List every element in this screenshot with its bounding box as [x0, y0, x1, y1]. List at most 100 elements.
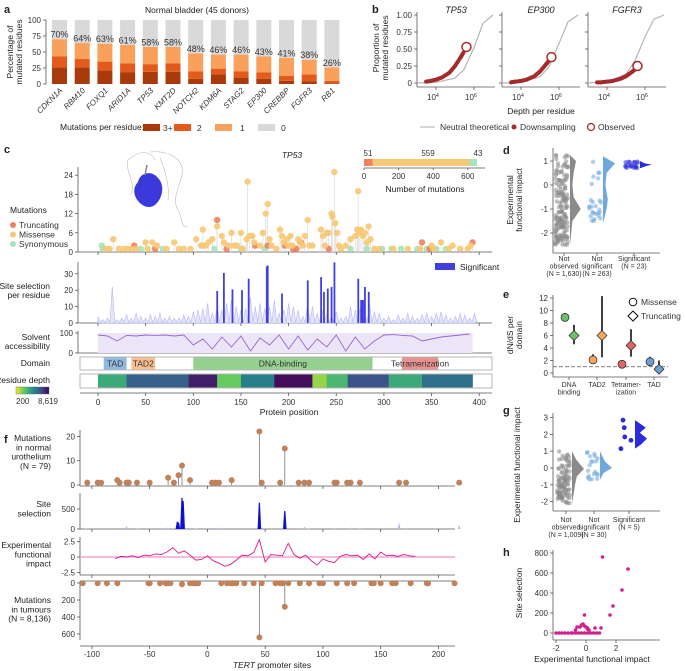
y-tick-label: 12	[539, 294, 548, 303]
data-point	[559, 495, 564, 500]
mutation-point	[264, 200, 271, 208]
selection-background-peak	[457, 525, 461, 529]
mutation-point	[325, 229, 332, 236]
significant-site-bar	[216, 291, 219, 323]
y-tick-label: 20	[64, 286, 73, 295]
mutation-count-segment	[372, 159, 470, 166]
scatter-point	[554, 631, 558, 635]
legend-label: Neutral theoretical	[440, 122, 509, 132]
mutation-point	[418, 239, 426, 246]
mutation-point	[132, 245, 140, 252]
bar-segment-3+	[97, 70, 113, 84]
significant-site-bar	[265, 266, 268, 323]
data-point	[628, 437, 634, 443]
bar-segment-0	[52, 20, 67, 40]
y-tick-label: 12	[64, 210, 73, 219]
panel-e-ylabel-1: dN/dS per	[505, 316, 515, 354]
site-selection-label-1: Site selection	[0, 281, 50, 291]
x-tick-label: 104	[427, 93, 439, 102]
selection-background-peak	[404, 527, 408, 529]
residue-depth-segment	[388, 374, 423, 388]
data-point	[556, 190, 562, 195]
scatter-point	[599, 626, 603, 630]
scatter-point	[566, 631, 570, 635]
mutation-point	[218, 232, 226, 240]
data-point	[564, 216, 569, 221]
legend-observed-marker	[586, 122, 596, 132]
x-tick-label: 106	[550, 93, 562, 102]
normal-mutation-point	[178, 462, 185, 469]
category-label: ization	[616, 390, 636, 397]
legend-downsampling-marker	[511, 124, 517, 130]
legend-marker-synonymous	[10, 241, 16, 247]
data-point	[563, 500, 569, 505]
y-tick-label: 0	[69, 349, 74, 358]
scatter-point	[582, 631, 587, 635]
normal-mutation-point	[133, 479, 140, 486]
x-tick-label: 150	[374, 650, 388, 659]
x-tick-label: 350	[425, 398, 439, 407]
colorbar-min-label: 200	[16, 397, 30, 406]
y-tick-label: 0.50	[396, 45, 412, 54]
colorbar-max-label: 8,619	[38, 397, 59, 406]
bar-segment-3+	[256, 78, 272, 84]
mutation-point	[175, 245, 183, 252]
normal-mutation-point	[175, 472, 182, 479]
bar-segment-3+	[165, 71, 181, 84]
y-tick-label: 24	[64, 171, 73, 180]
data-point	[622, 434, 628, 440]
scatter-point	[588, 631, 593, 635]
mutation-point	[367, 236, 374, 243]
category-label: TAD2	[588, 382, 605, 389]
y-tick-label: 0	[544, 464, 549, 473]
bar-segment-2	[279, 75, 294, 81]
bar-segment-3+	[233, 77, 249, 84]
mutation-count-label: 51	[364, 149, 373, 158]
category-label: RBM10	[62, 86, 88, 112]
panel-label-b: b	[372, 4, 379, 16]
data-point	[587, 454, 593, 459]
data-point	[618, 446, 624, 452]
bar-segment-1	[97, 43, 113, 62]
bar-segment-1	[52, 39, 67, 57]
tumour-mutation-point	[285, 580, 292, 587]
bar-segment-0	[324, 20, 340, 68]
residue-depth-segment	[98, 374, 127, 388]
track-label: (N = 8,136)	[8, 614, 51, 624]
mutation-point	[331, 168, 338, 176]
legend-swatch-1	[215, 124, 232, 131]
normal-mutation-point	[215, 479, 222, 486]
x-tick-label: 400	[473, 398, 487, 407]
bar-segment-3+	[142, 71, 158, 84]
normal-mutation-point	[295, 479, 302, 486]
data-point	[596, 213, 601, 218]
tumour-mutation-point	[351, 580, 358, 587]
track-label: Experimental	[1, 540, 51, 550]
significant-legend-label: Significant	[460, 262, 500, 272]
data-point	[557, 184, 562, 190]
legend-label: 0	[281, 123, 286, 133]
data-point	[562, 186, 568, 191]
tumour-mutation-point	[279, 580, 286, 587]
normal-mutation-point	[277, 479, 284, 486]
data-point	[560, 207, 565, 212]
truncating-marker	[568, 330, 580, 341]
half-violin	[572, 451, 584, 504]
category-label: FGFR3	[289, 86, 314, 111]
y-tick-label: 0	[37, 80, 42, 89]
bar-segment-1	[233, 54, 249, 72]
data-point	[564, 463, 570, 468]
normal-mutation-point	[187, 477, 194, 484]
domain-label-dna-binding: DNA-binding	[259, 359, 307, 369]
subplot-title: TP53	[445, 5, 467, 15]
neutral-theoretical-line	[416, 14, 494, 84]
scatter-point	[573, 628, 578, 632]
legend-marker-truncating	[10, 222, 16, 228]
tumour-mutation-point	[344, 580, 351, 587]
mutation-point	[237, 229, 245, 236]
selection-background-peak	[136, 528, 140, 529]
category-label: RB1	[319, 86, 336, 103]
tumour-mutation-point	[333, 580, 340, 587]
panel-label-f: f	[4, 434, 8, 446]
